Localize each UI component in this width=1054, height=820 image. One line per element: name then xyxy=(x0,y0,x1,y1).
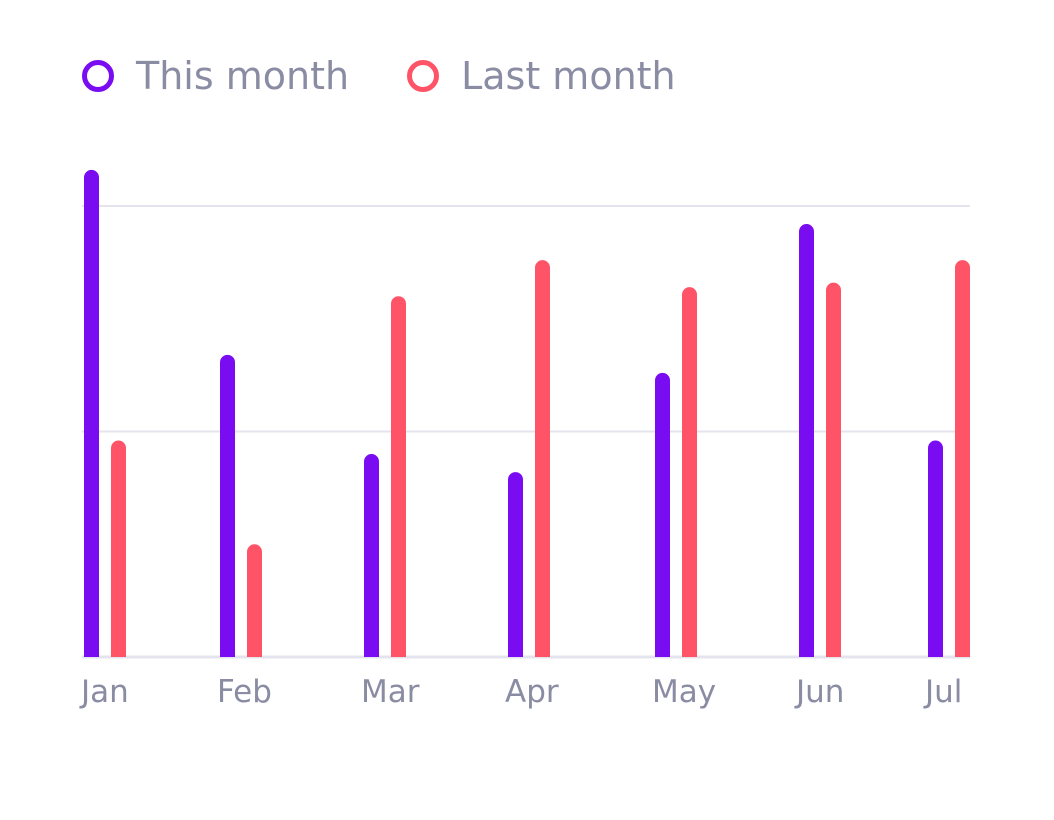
x-tick-label-jul: Jul xyxy=(923,674,962,710)
bar-jan-last-month[interactable] xyxy=(111,440,126,657)
legend-item-last-month[interactable]: Last month xyxy=(407,54,676,98)
chart-legend: This month Last month xyxy=(82,54,734,98)
legend-marker-last-month-icon xyxy=(407,60,440,92)
bar-may-last-month[interactable] xyxy=(682,287,697,657)
bar-feb-this-month[interactable] xyxy=(220,354,235,657)
legend-label-this-month: This month xyxy=(136,54,350,98)
x-tick-label-jun: Jun xyxy=(794,674,844,710)
x-tick-label-may: May xyxy=(652,674,716,710)
x-tick-label-apr: Apr xyxy=(505,674,559,710)
bar-may-this-month[interactable] xyxy=(655,372,670,657)
x-tick-label-jan: Jan xyxy=(79,674,129,710)
bar-jul-last-month[interactable] xyxy=(955,260,970,657)
x-tick-label-feb: Feb xyxy=(217,674,272,710)
bar-jun-this-month[interactable] xyxy=(799,224,814,657)
bar-jul-this-month[interactable] xyxy=(928,440,943,657)
bar-feb-last-month[interactable] xyxy=(247,544,262,657)
legend-item-this-month[interactable]: This month xyxy=(82,54,349,98)
legend-marker-this-month-icon xyxy=(82,60,114,92)
legend-label-last-month: Last month xyxy=(461,54,676,98)
bar-marks xyxy=(84,169,970,658)
bar-jun-last-month[interactable] xyxy=(826,282,841,657)
bar-apr-this-month[interactable] xyxy=(508,472,523,657)
bar-mar-this-month[interactable] xyxy=(364,454,379,657)
x-axis-tick-labels: Jan Feb Mar Apr May Jun Jul xyxy=(79,674,962,710)
bar-jan-this-month[interactable] xyxy=(84,169,99,658)
bar-apr-last-month[interactable] xyxy=(535,260,550,657)
bar-mar-last-month[interactable] xyxy=(391,296,406,657)
x-tick-label-mar: Mar xyxy=(361,674,420,710)
